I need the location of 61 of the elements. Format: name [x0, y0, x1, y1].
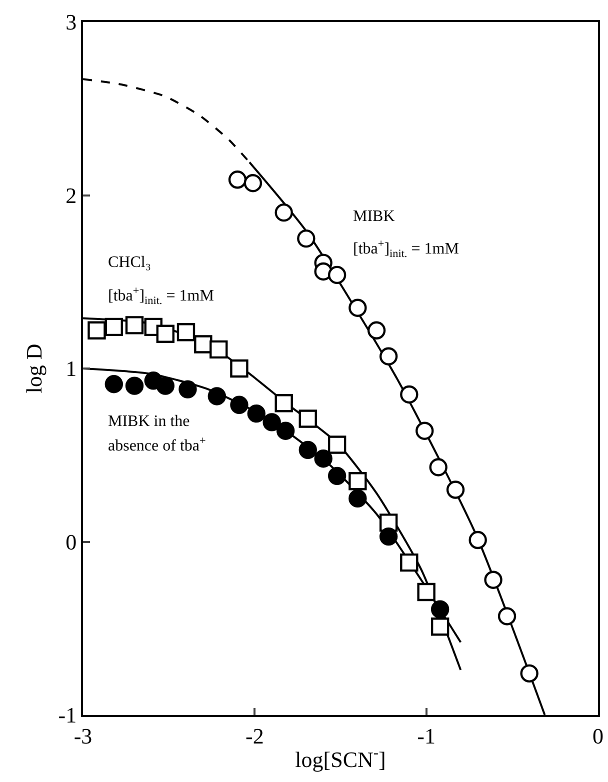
point	[430, 618, 450, 636]
point	[416, 422, 434, 440]
y-tick-label: 3	[66, 10, 77, 35]
y-axis-title: log D	[22, 344, 47, 394]
point	[328, 436, 346, 454]
x-tick-label: -2	[246, 723, 264, 748]
point	[367, 321, 386, 340]
point	[276, 422, 295, 440]
annotation: [tba$^{+}$]$_{init.}$ = 1mM	[108, 285, 214, 308]
point	[274, 394, 293, 412]
point	[274, 203, 293, 222]
point	[262, 413, 281, 432]
point	[484, 570, 502, 589]
y-tick-label: 0	[66, 529, 77, 554]
annotation: absence of tba$^{+}$	[108, 435, 206, 455]
point	[446, 480, 465, 499]
point	[125, 376, 144, 395]
point	[176, 323, 196, 342]
point	[400, 385, 418, 404]
point	[104, 318, 123, 336]
point	[430, 600, 450, 618]
point	[314, 449, 332, 468]
annotation: MIBK	[353, 208, 396, 225]
point	[429, 458, 448, 476]
point	[298, 410, 317, 428]
point	[156, 376, 174, 395]
y-tick-label: 2	[66, 182, 77, 208]
point	[379, 347, 398, 366]
annotation: [tba$^{+}$]$_{init.}$ = 1mM	[353, 238, 459, 260]
annotation: MIBK in the	[108, 413, 190, 430]
point	[247, 404, 266, 423]
point	[156, 324, 174, 343]
point	[208, 387, 226, 406]
point	[498, 607, 516, 626]
point	[228, 170, 247, 189]
x-tick-label: -1	[417, 723, 436, 748]
point	[210, 340, 228, 359]
x-tick-label: 0	[592, 723, 604, 748]
y-tick-label: 1	[66, 356, 77, 382]
point	[468, 530, 487, 550]
point	[348, 472, 367, 490]
point	[88, 321, 106, 340]
annotation: CHCl₃	[108, 254, 151, 271]
point	[230, 359, 248, 378]
point	[417, 582, 436, 602]
point	[328, 466, 346, 486]
point	[125, 316, 144, 334]
point	[520, 664, 538, 683]
point	[328, 266, 346, 284]
x-axis-title: log[SCN$^{-}$]	[295, 744, 386, 772]
point	[178, 380, 197, 398]
point	[230, 396, 248, 414]
point	[400, 553, 418, 572]
point	[104, 374, 123, 394]
point	[194, 335, 212, 354]
point	[348, 298, 367, 317]
point	[244, 174, 262, 192]
point	[297, 229, 316, 248]
point	[379, 527, 398, 546]
point	[348, 489, 367, 508]
point	[298, 440, 317, 460]
